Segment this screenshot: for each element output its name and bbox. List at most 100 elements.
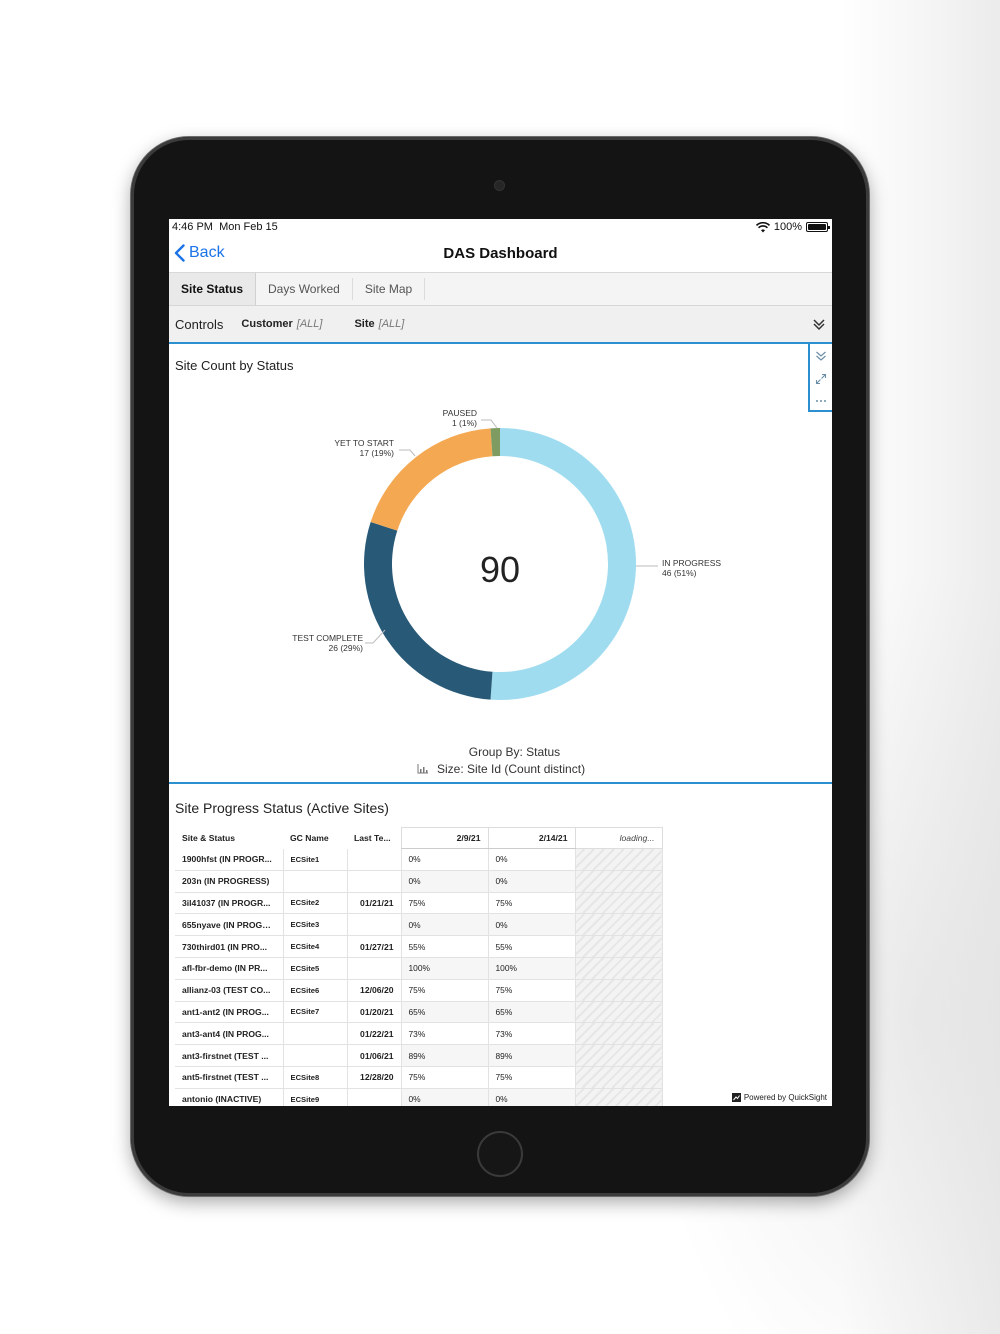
table-row[interactable]: 3il41037 (IN PROGR... ECSite2 01/21/21 75% 7…: [175, 892, 663, 915]
cell-date-2: 0%: [488, 870, 576, 893]
table-row[interactable]: 730third01 (IN PRO... ECSite4 01/27/21 55% 5…: [175, 935, 663, 958]
cell-loading-placeholder: [575, 935, 663, 958]
expand-icon[interactable]: [815, 373, 827, 385]
cell-date-1: 65%: [401, 1001, 489, 1024]
table-row[interactable]: ant3-ant4 (IN PROG... 01/22/21 73% 73%: [175, 1022, 663, 1046]
double-chevron-down-icon[interactable]: [812, 317, 826, 331]
chevron-left-icon: [174, 244, 185, 262]
donut-total: 90: [479, 549, 521, 590]
table-row[interactable]: allianz-03 (TEST CO... ECSite6 12/06/20 75%…: [175, 979, 663, 1002]
cell-date-2: 0%: [488, 1088, 576, 1106]
cell-loading-placeholder: [575, 1001, 663, 1024]
cell-date-2: 75%: [488, 979, 576, 1002]
cell-site-status: 730third01 (IN PRO...: [175, 935, 284, 958]
cell-site-status: 3il41037 (IN PROGR...: [175, 892, 284, 915]
table-row[interactable]: ant1-ant2 (IN PROG... ECSite7 01/20/21 65% 6…: [175, 1001, 663, 1024]
slice-yet-to-start[interactable]: [370, 428, 493, 531]
column-header-date-1[interactable]: 2/9/21: [400, 827, 489, 849]
back-button[interactable]: Back: [174, 244, 225, 262]
table-row[interactable]: antonio (INACTIVE) ECSite9 0% 0%: [175, 1088, 663, 1106]
navigation-bar: Back DAS Dashboard: [169, 235, 832, 273]
status-indicators: 100%: [755, 221, 830, 233]
table-header-row: Site & Status GC Name Last Te... 2/9/21 …: [175, 827, 663, 849]
cell-gc-name: ECSite3: [283, 913, 348, 937]
cell-gc-name: [283, 1044, 348, 1067]
more-options-icon[interactable]: [815, 395, 827, 407]
table-row[interactable]: ant3-firstnet (TEST ... 01/06/21 89% 89%: [175, 1044, 663, 1067]
cell-last-test: [347, 913, 402, 937]
cell-loading-placeholder: [575, 892, 663, 915]
table-row[interactable]: 1900hfst (IN PROGR... ECSite1 0% 0%: [175, 848, 663, 871]
filter-customer-label[interactable]: Customer: [241, 318, 293, 330]
table-row[interactable]: ant5-firstnet (TEST ... ECSite8 12/28/20 75…: [175, 1066, 663, 1089]
filter-customer-value[interactable]: [ALL]: [296, 318, 323, 330]
progress-table-visual: Site Progress Status (Active Sites) Site…: [169, 784, 832, 1106]
cell-gc-name: ECSite7: [283, 1001, 348, 1024]
collapse-icon[interactable]: [815, 350, 827, 362]
battery-icon: [806, 222, 830, 232]
battery-percent: 100%: [773, 221, 802, 233]
slice-in-progress[interactable]: [490, 428, 637, 700]
slice-test-complete[interactable]: [364, 521, 493, 700]
cell-date-1: 75%: [401, 892, 489, 915]
cell-date-1: 0%: [401, 848, 489, 871]
label-yet-to-start: YET TO START 17 (19%): [324, 438, 394, 458]
filter-site-value[interactable]: [ALL]: [378, 318, 405, 330]
cell-date-2: 73%: [488, 1022, 576, 1046]
cell-gc-name: [283, 1022, 348, 1046]
bar-chart-icon: [417, 764, 428, 774]
cell-date-2: 0%: [488, 913, 576, 937]
controls-bar: Controls Customer [ALL] Site [ALL]: [169, 306, 832, 344]
app-screen: 4:46 PM Mon Feb 15 100% Back DAS Dashboa…: [169, 219, 832, 1106]
donut-visual-title: Site Count by Status: [175, 358, 294, 373]
table-row[interactable]: 655nyave (IN PROGR... ECSite3 0% 0%: [175, 913, 663, 937]
group-by-text: Group By: Status: [468, 745, 561, 759]
cell-site-status: 203n (IN PROGRESS): [175, 870, 284, 893]
cell-last-test: 01/06/21: [347, 1044, 402, 1067]
cell-last-test: 01/27/21: [347, 935, 402, 958]
cell-last-test: [347, 848, 402, 871]
cell-date-2: 89%: [488, 1044, 576, 1067]
tab-site-map[interactable]: Site Map: [353, 278, 426, 300]
cell-loading-placeholder: [575, 913, 663, 937]
cell-last-test: 01/20/21: [347, 1001, 402, 1024]
cell-date-1: 75%: [401, 979, 489, 1002]
column-header-last-test[interactable]: Last Te...: [354, 833, 391, 843]
column-header-gc-name[interactable]: GC Name: [290, 833, 329, 843]
cell-site-status: ant3-firstnet (TEST ...: [175, 1044, 284, 1067]
cell-loading-placeholder: [575, 1022, 663, 1046]
cell-date-2: 0%: [488, 848, 576, 871]
cell-date-2: 100%: [488, 957, 576, 980]
cell-last-test: 01/22/21: [347, 1022, 402, 1046]
cell-date-2: 55%: [488, 935, 576, 958]
tab-days-worked[interactable]: Days Worked: [256, 278, 353, 300]
column-header-date-2[interactable]: 2/14/21: [487, 827, 576, 849]
wifi-icon: [755, 221, 770, 232]
page-title: DAS Dashboard: [443, 245, 558, 262]
cell-loading-placeholder: [575, 1088, 663, 1106]
cell-loading-placeholder: [575, 979, 663, 1002]
cell-loading-placeholder: [575, 848, 663, 871]
cell-site-status: 655nyave (IN PROGR...: [175, 913, 284, 937]
cell-loading-placeholder: [575, 1044, 663, 1067]
cell-site-status: 1900hfst (IN PROGR...: [175, 848, 284, 871]
table-row[interactable]: 203n (IN PROGRESS) 0% 0%: [175, 870, 663, 893]
label-yet-to-start-name: YET TO START: [334, 438, 394, 448]
cell-site-status: ant3-ant4 (IN PROG...: [175, 1022, 284, 1046]
home-button[interactable]: [477, 1131, 523, 1177]
label-paused-value: 1 (1%): [451, 418, 477, 428]
cell-site-status: afl-fbr-demo (IN PR...: [175, 957, 284, 980]
column-header-site-status[interactable]: Site & Status: [182, 833, 236, 843]
cell-date-1: 89%: [401, 1044, 489, 1067]
label-test-complete-value: 26 (29%): [328, 643, 364, 653]
tab-site-status[interactable]: Site Status: [169, 273, 257, 305]
sheet-tabs: Site Status Days Worked Site Map: [169, 273, 832, 306]
size-text-row: Size: Site Id (Count distinct): [417, 762, 585, 776]
cell-date-2: 65%: [488, 1001, 576, 1024]
cell-date-1: 55%: [401, 935, 489, 958]
label-paused-name: PAUSED: [442, 408, 477, 418]
table-row[interactable]: afl-fbr-demo (IN PR... ECSite5 100% 100%: [175, 957, 663, 980]
slice-paused[interactable]: [490, 428, 500, 457]
filter-site-label[interactable]: Site: [354, 318, 375, 330]
powered-by-text: Powered by QuickSight: [743, 1093, 827, 1102]
